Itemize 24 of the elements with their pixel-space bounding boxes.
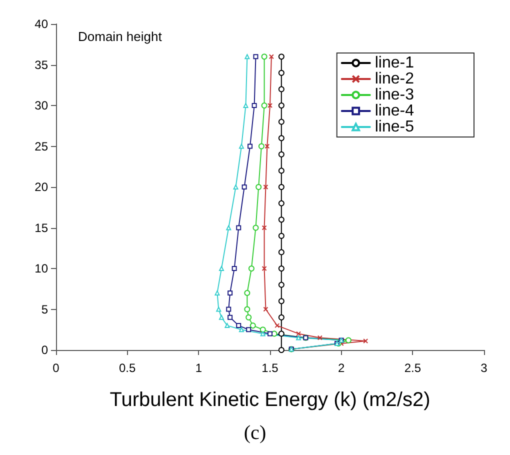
legend-label: line-4 xyxy=(374,102,414,120)
annotation: Domain height xyxy=(78,29,162,44)
x-tick-label: 3 xyxy=(480,361,488,375)
x-tick-label: 0.5 xyxy=(118,361,136,375)
x-axis-title: Turbulent Kinetic Energy (k) (m2/s2) xyxy=(110,389,430,411)
y-tick-label: 15 xyxy=(34,220,48,235)
text: (c) xyxy=(244,422,266,444)
legend-label: line-2 xyxy=(374,70,414,88)
y-tick-label: 40 xyxy=(34,17,48,31)
x-tick-label: 2 xyxy=(338,361,345,375)
x-tick-label: 1.5 xyxy=(262,361,279,375)
y-tick-label: 35 xyxy=(34,58,48,72)
y-tick-label: 5 xyxy=(41,302,48,316)
y-tick-label: 20 xyxy=(34,180,48,194)
x-tick-label: 2.5 xyxy=(404,361,422,375)
legend-label: line-5 xyxy=(374,118,414,136)
y-tick-label: 30 xyxy=(34,98,48,112)
y-tick-label: 0 xyxy=(41,343,48,357)
legend-label: line-3 xyxy=(374,86,414,104)
legend-label: line-1 xyxy=(374,54,414,72)
x-tick-label: 0 xyxy=(52,361,60,375)
x-tick-label: 1 xyxy=(195,361,202,375)
y-tick-label: 25 xyxy=(34,139,48,154)
y-tick-label: 10 xyxy=(34,262,48,276)
